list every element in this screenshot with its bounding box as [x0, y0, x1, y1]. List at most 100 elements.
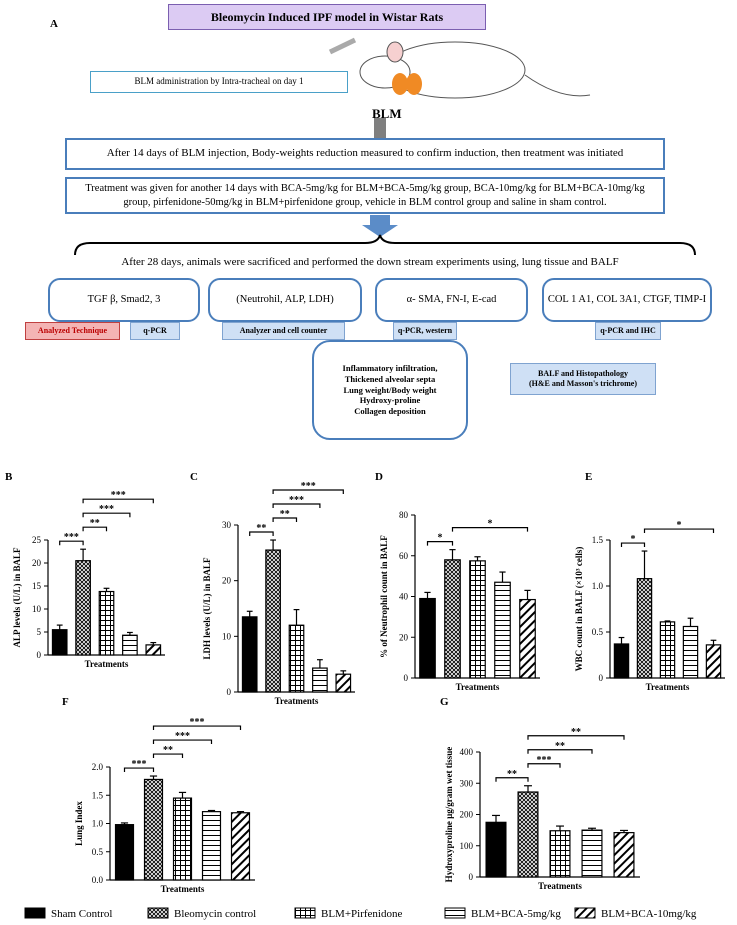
significance-bracket — [426, 541, 454, 546]
legend-label: BLM+Pirfenidone — [321, 908, 402, 920]
significance-bracket — [272, 503, 321, 509]
lung — [406, 73, 422, 95]
bar — [201, 811, 222, 881]
y-tick-label: 0 — [404, 673, 409, 683]
bar — [241, 616, 258, 693]
y-tick-label: 300 — [460, 778, 474, 788]
significance-label: *** — [99, 504, 114, 515]
bar — [114, 824, 135, 881]
y-tick-label: 0 — [227, 687, 232, 697]
panel-label: A — [50, 18, 58, 30]
legend-label: BLM+BCA-5mg/kg — [471, 908, 561, 920]
y-tick-label: 20 — [222, 576, 232, 586]
y-tick-label: 1.5 — [92, 790, 104, 800]
y-tick-label: 60 — [399, 551, 409, 561]
y-tick-label: 20 — [399, 632, 409, 642]
outcomes: Inflammatory infiltration, Thickened alv… — [312, 340, 468, 440]
y-tick-label: 5 — [37, 627, 42, 637]
y-axis-label: Hydroxyproline µg/gram wet tissue — [444, 747, 454, 883]
outcome: Lung weight/Body weight — [343, 384, 437, 395]
technique: q-PCR and IHC — [595, 322, 661, 340]
significance-bracket — [643, 528, 715, 534]
x-axis-label: Treatments — [538, 881, 582, 891]
significance-label: ** — [555, 741, 565, 752]
significance-label: *** — [132, 759, 147, 770]
y-tick-label: 10 — [32, 604, 42, 614]
bar — [519, 598, 536, 679]
significance-bracket — [272, 489, 344, 495]
bar — [549, 830, 571, 878]
significance-bracket — [152, 739, 213, 745]
legend-label: Sham Control — [51, 908, 112, 920]
significance-bracket — [123, 767, 155, 773]
step: After 28 days, animals were sacrificed a… — [121, 256, 619, 268]
bar — [75, 560, 91, 656]
y-tick-label: 80 — [399, 510, 409, 520]
panel-label: B — [5, 471, 13, 483]
bar — [265, 549, 281, 693]
significance-bracket — [495, 777, 529, 782]
panel-label: F — [62, 696, 69, 708]
significance-bracket — [272, 517, 298, 523]
y-axis-label: LDH levels (U/L) in BALF — [202, 557, 212, 660]
legend-swatch — [294, 907, 316, 919]
bar — [230, 812, 251, 881]
significance-label: *** — [111, 490, 126, 501]
significance-label: *** — [301, 481, 316, 492]
technique: Analyzer and cell counter — [222, 322, 345, 340]
y-tick-label: 15 — [32, 581, 42, 591]
significance-bracket — [152, 753, 184, 759]
analysis-targets: COL 1 A1, COL 3A1, CTGF, TIMP-I — [542, 278, 712, 322]
y-tick-label: 0.5 — [592, 627, 604, 637]
agent: BLM — [372, 106, 402, 121]
analysis-targets: TGF β, Smad2, 3 — [48, 278, 200, 322]
significance-bracket — [527, 749, 593, 754]
y-tick-label: 1.0 — [92, 819, 104, 829]
significance-bracket — [620, 542, 646, 548]
lung — [392, 73, 408, 95]
y-axis-label: ALP levels (U/L) in BALF — [12, 547, 22, 648]
y-tick-label: 40 — [399, 592, 409, 602]
legend-label: BLM+BCA-10mg/kg — [601, 908, 697, 920]
significance-label: *** — [289, 495, 304, 506]
technique: q-PCR, western — [393, 322, 457, 340]
x-axis-label: Treatments — [161, 884, 205, 894]
syringe — [328, 37, 357, 55]
analysis-targets: (Neutrohil, ALP, LDH) — [208, 278, 362, 322]
bar — [288, 624, 305, 693]
bar — [145, 644, 162, 656]
significance-label: ** — [163, 745, 173, 756]
brace — [74, 234, 696, 256]
y-tick-label: 0 — [469, 872, 474, 882]
significance-bracket — [152, 725, 242, 731]
y-axis-label: % of Neutrophil count in BALF — [379, 535, 389, 658]
significance-bracket — [527, 763, 561, 768]
significance-label: *** — [175, 731, 190, 742]
arrow — [362, 215, 398, 237]
y-tick-label: 0.5 — [92, 847, 104, 857]
significance-label: * — [488, 519, 493, 530]
legend-swatch — [24, 907, 46, 919]
step: After 14 days of BLM injection, Body-wei… — [65, 138, 665, 170]
bar — [469, 560, 486, 679]
y-axis-label: WBC count in BALF (×10³ cells) — [574, 547, 584, 672]
significance-bracket — [249, 531, 274, 537]
technique-label: Analyzed Technique — [25, 322, 120, 340]
outcome: Collagen deposition — [354, 405, 426, 416]
significance-label: ** — [90, 518, 100, 529]
y-tick-label: 0 — [599, 673, 604, 683]
significance-label: ** — [256, 523, 266, 534]
significance-bracket — [82, 526, 108, 532]
bar — [485, 821, 507, 878]
significance-bracket — [527, 735, 625, 740]
mouse-ear — [386, 41, 404, 63]
mouse-tail — [524, 74, 591, 97]
y-tick-label: 400 — [460, 747, 474, 757]
bar — [581, 829, 603, 878]
bar — [444, 559, 461, 679]
significance-label: * — [631, 534, 636, 545]
outcome: Thickened alveolar septa — [344, 374, 436, 385]
significance-label: *** — [537, 755, 552, 766]
